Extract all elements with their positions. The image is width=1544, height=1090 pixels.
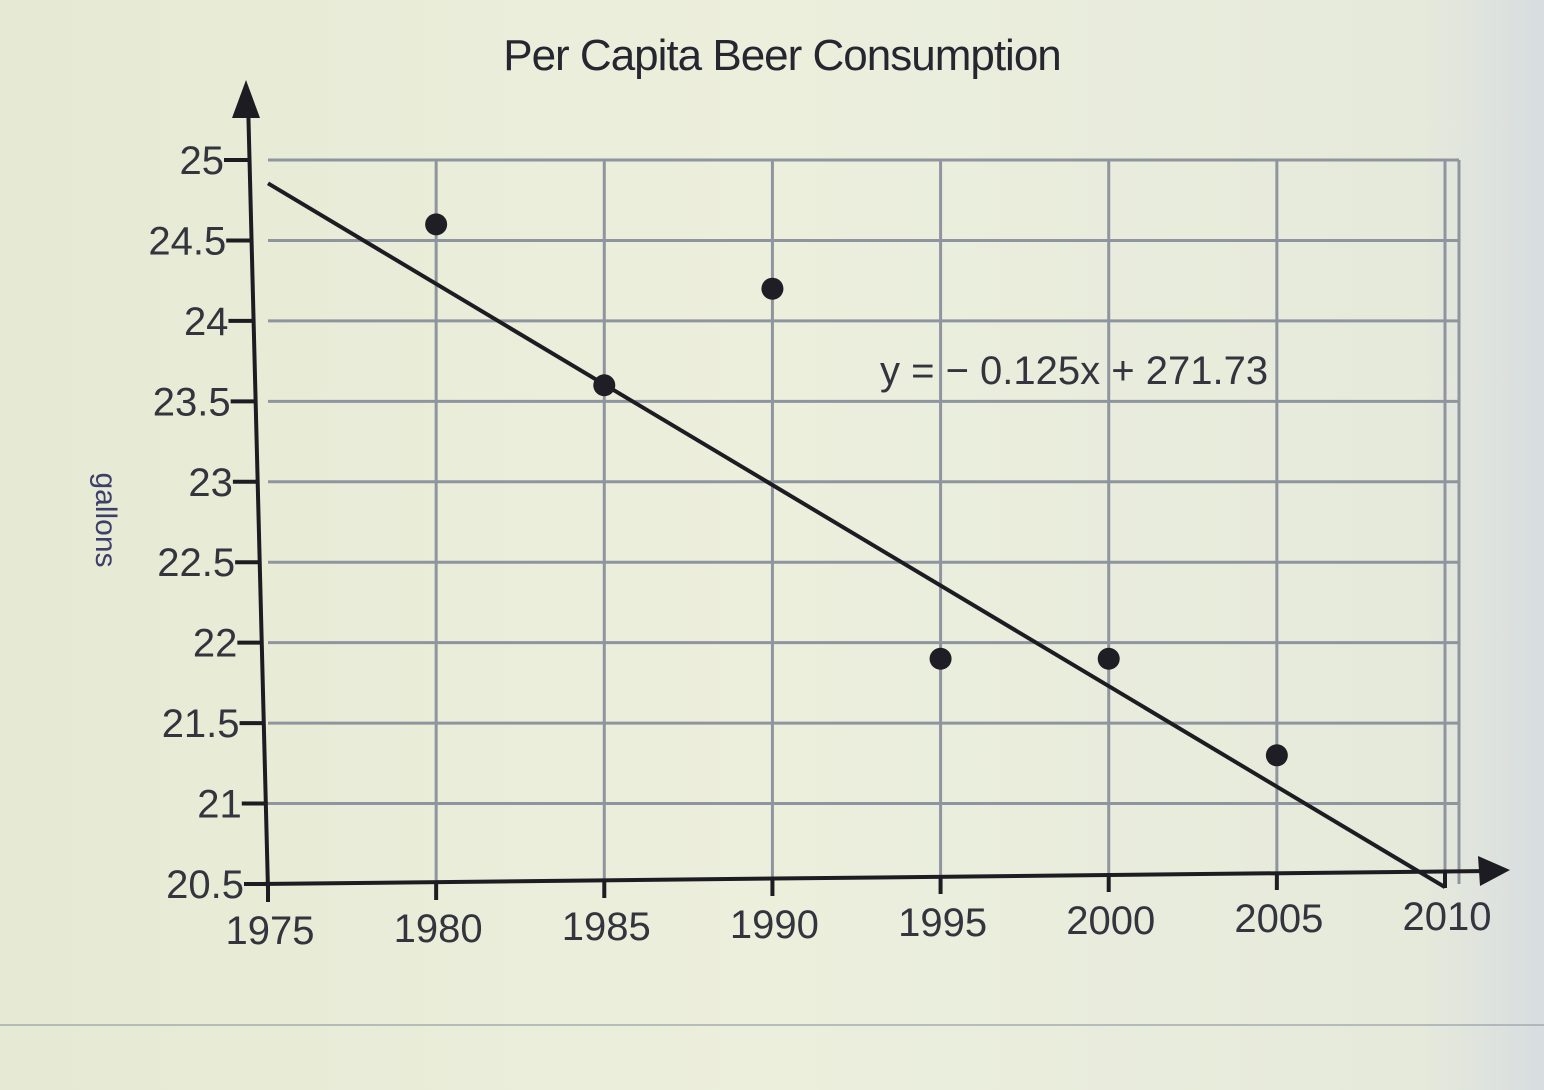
trend-line <box>266 181 1447 889</box>
x-tick-label: 1980 <box>394 907 483 951</box>
y-tick-label: 24 <box>184 300 229 344</box>
x-axis-arrow-icon <box>1478 856 1510 886</box>
y-axis-arrow-icon <box>232 80 260 118</box>
grid-lines <box>268 158 1461 884</box>
y-tick-label: 21 <box>197 783 242 827</box>
data-point <box>1097 647 1120 670</box>
data-point <box>1265 744 1288 767</box>
trendline-equation: y = − 0.125x + 271.73 <box>880 349 1268 393</box>
x-tick-label: 1995 <box>898 901 987 945</box>
y-tick-label: 20.5 <box>166 863 244 907</box>
x-tick-label: 2005 <box>1234 897 1323 941</box>
separator-line <box>0 1024 1544 1026</box>
axes <box>224 80 1510 902</box>
data-point <box>593 374 616 397</box>
data-point <box>761 277 784 300</box>
data-point <box>929 647 952 670</box>
x-tick-label: 1990 <box>730 903 819 947</box>
y-tick-label: 23 <box>188 461 233 505</box>
data-points <box>425 213 1288 767</box>
y-tick-label: 23.5 <box>153 380 231 424</box>
x-tick-label: 2010 <box>1403 895 1492 939</box>
x-tick-label: 1985 <box>562 905 651 949</box>
data-point <box>425 213 448 236</box>
x-axis-line <box>257 869 1491 886</box>
y-tick-label: 21.5 <box>162 702 240 746</box>
chart-title: Per Capita Beer Consumption <box>503 31 1061 80</box>
y-axis-line <box>246 99 270 891</box>
regression-line <box>266 181 1447 889</box>
y-axis-title: gallons <box>89 472 122 567</box>
x-tick-label: 1975 <box>226 909 315 953</box>
y-tick-label: 25 <box>180 139 225 183</box>
x-tick-label: 2000 <box>1066 899 1155 943</box>
y-tick-label: 24.5 <box>148 219 226 263</box>
y-tick-label: 22.5 <box>157 541 235 585</box>
y-tick-label: 22 <box>193 622 238 666</box>
